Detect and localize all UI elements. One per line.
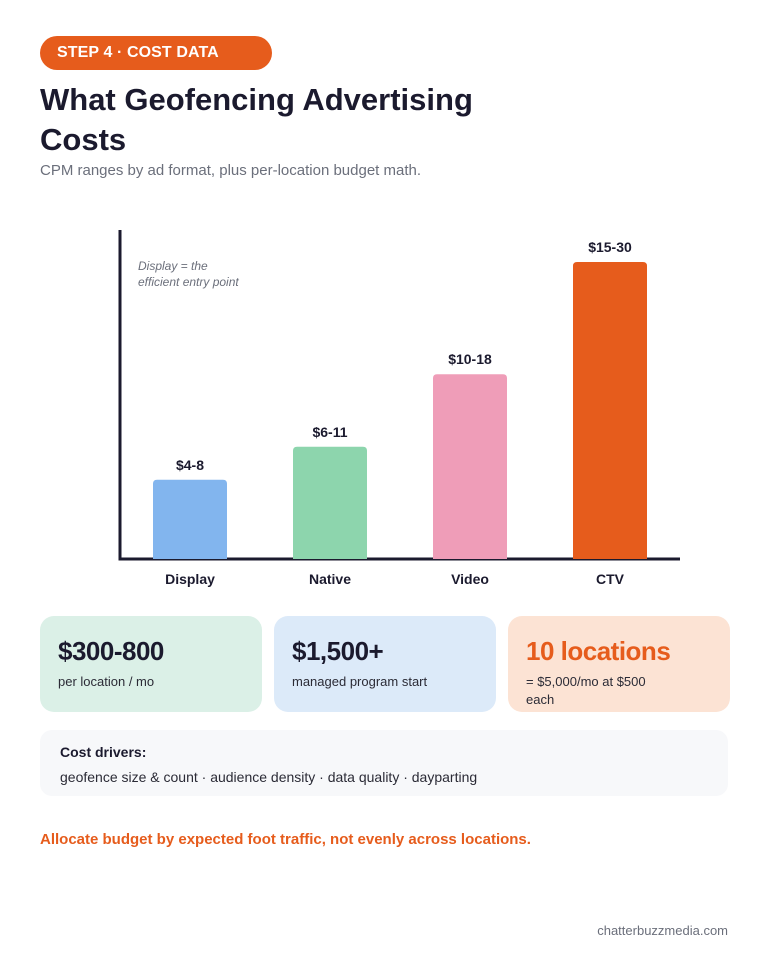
card-note: = $5,000/mo at $500 each bbox=[526, 674, 646, 707]
card-note: per location / mo bbox=[58, 674, 155, 689]
card-value: $300-800 bbox=[58, 636, 164, 666]
cost-card-per-location: $300-800 per location / mo bbox=[40, 616, 262, 712]
x-tick-label-ctv: CTV bbox=[596, 571, 625, 587]
page-title: What Geofencing Advertising Costs bbox=[40, 82, 473, 157]
bar-video bbox=[433, 374, 507, 559]
x-tick-label-video: Video bbox=[451, 571, 489, 587]
bar-native bbox=[293, 446, 367, 559]
chart-annotation-line: Display = the bbox=[138, 259, 208, 273]
bar-display bbox=[153, 479, 227, 559]
card-note: managed program start bbox=[292, 674, 428, 689]
x-tick-label-native: Native bbox=[309, 571, 351, 587]
footer-domain: chatterbuzzmedia.com bbox=[597, 923, 728, 938]
budget-tip: Allocate budget by expected foot traffic… bbox=[40, 831, 531, 848]
page-subtitle: CPM ranges by ad format, plus per-locati… bbox=[40, 162, 422, 179]
bar-ctv bbox=[573, 262, 647, 559]
cpm-bar-chart: $4-8 Display $6-11 Native $10-18 Video $15-30 C… bbox=[118, 230, 680, 587]
value-label-native: $6-11 bbox=[312, 424, 347, 440]
value-label-display: $4-8 bbox=[176, 457, 204, 473]
step-badge: STEP 4 · COST DATA bbox=[40, 36, 272, 70]
card-value: 10 locations bbox=[526, 636, 671, 666]
chart-annotation-line: efficient entry point bbox=[138, 275, 239, 289]
cost-card-managed-program: $1,500+ managed program start bbox=[274, 616, 496, 712]
chart-annotation: Display = the efficient entry point bbox=[138, 259, 239, 289]
cost-drivers-list: geofence size & count · audience density… bbox=[60, 769, 478, 785]
value-label-video: $10-18 bbox=[448, 351, 492, 367]
card-value: $1,500+ bbox=[292, 636, 384, 666]
cost-card-locations: 10 locations = $5,000/mo at $500 each bbox=[508, 616, 730, 712]
cost-drivers-panel: Cost drivers: geofence size & count · au… bbox=[40, 730, 728, 796]
value-label-ctv: $15-30 bbox=[588, 239, 632, 255]
x-tick-label-display: Display bbox=[165, 571, 215, 587]
cost-drivers-title: Cost drivers: bbox=[60, 744, 147, 760]
